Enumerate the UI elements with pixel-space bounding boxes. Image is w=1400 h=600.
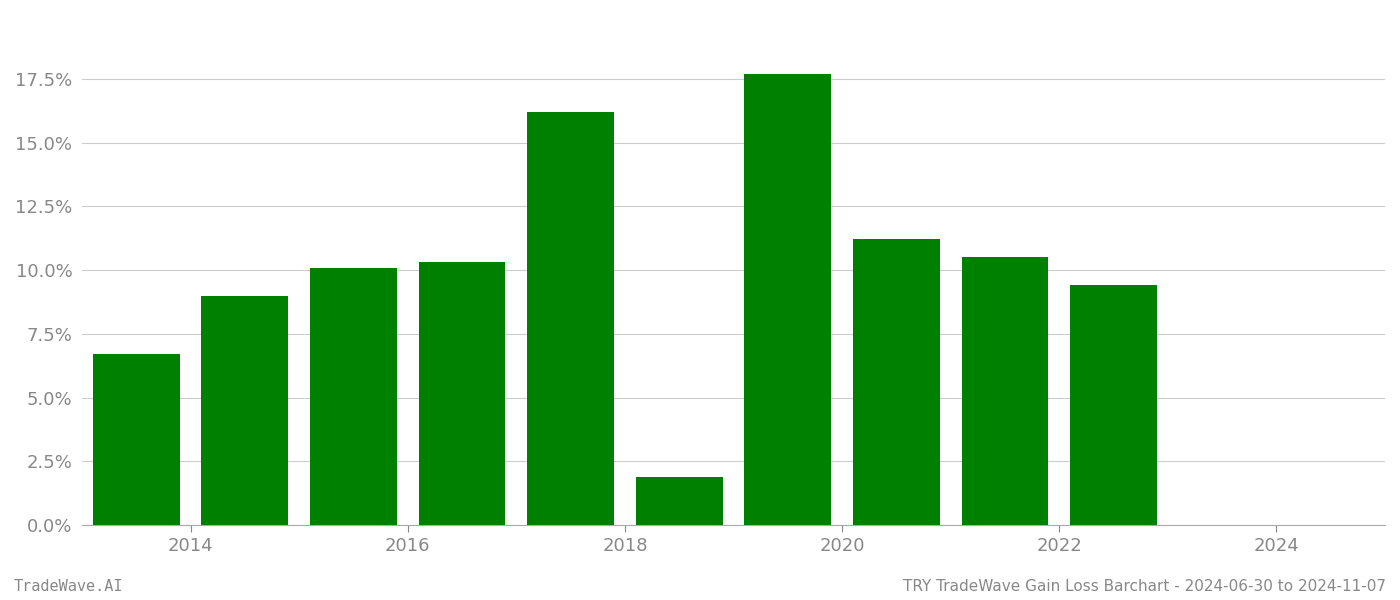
- Bar: [636, 477, 722, 525]
- Bar: [745, 74, 832, 525]
- Bar: [1070, 286, 1156, 525]
- Bar: [202, 296, 288, 525]
- Bar: [853, 239, 939, 525]
- Bar: [962, 257, 1049, 525]
- Bar: [92, 354, 179, 525]
- Bar: [528, 112, 615, 525]
- Bar: [309, 268, 396, 525]
- Bar: [419, 262, 505, 525]
- Text: TradeWave.AI: TradeWave.AI: [14, 579, 123, 594]
- Text: TRY TradeWave Gain Loss Barchart - 2024-06-30 to 2024-11-07: TRY TradeWave Gain Loss Barchart - 2024-…: [903, 579, 1386, 594]
